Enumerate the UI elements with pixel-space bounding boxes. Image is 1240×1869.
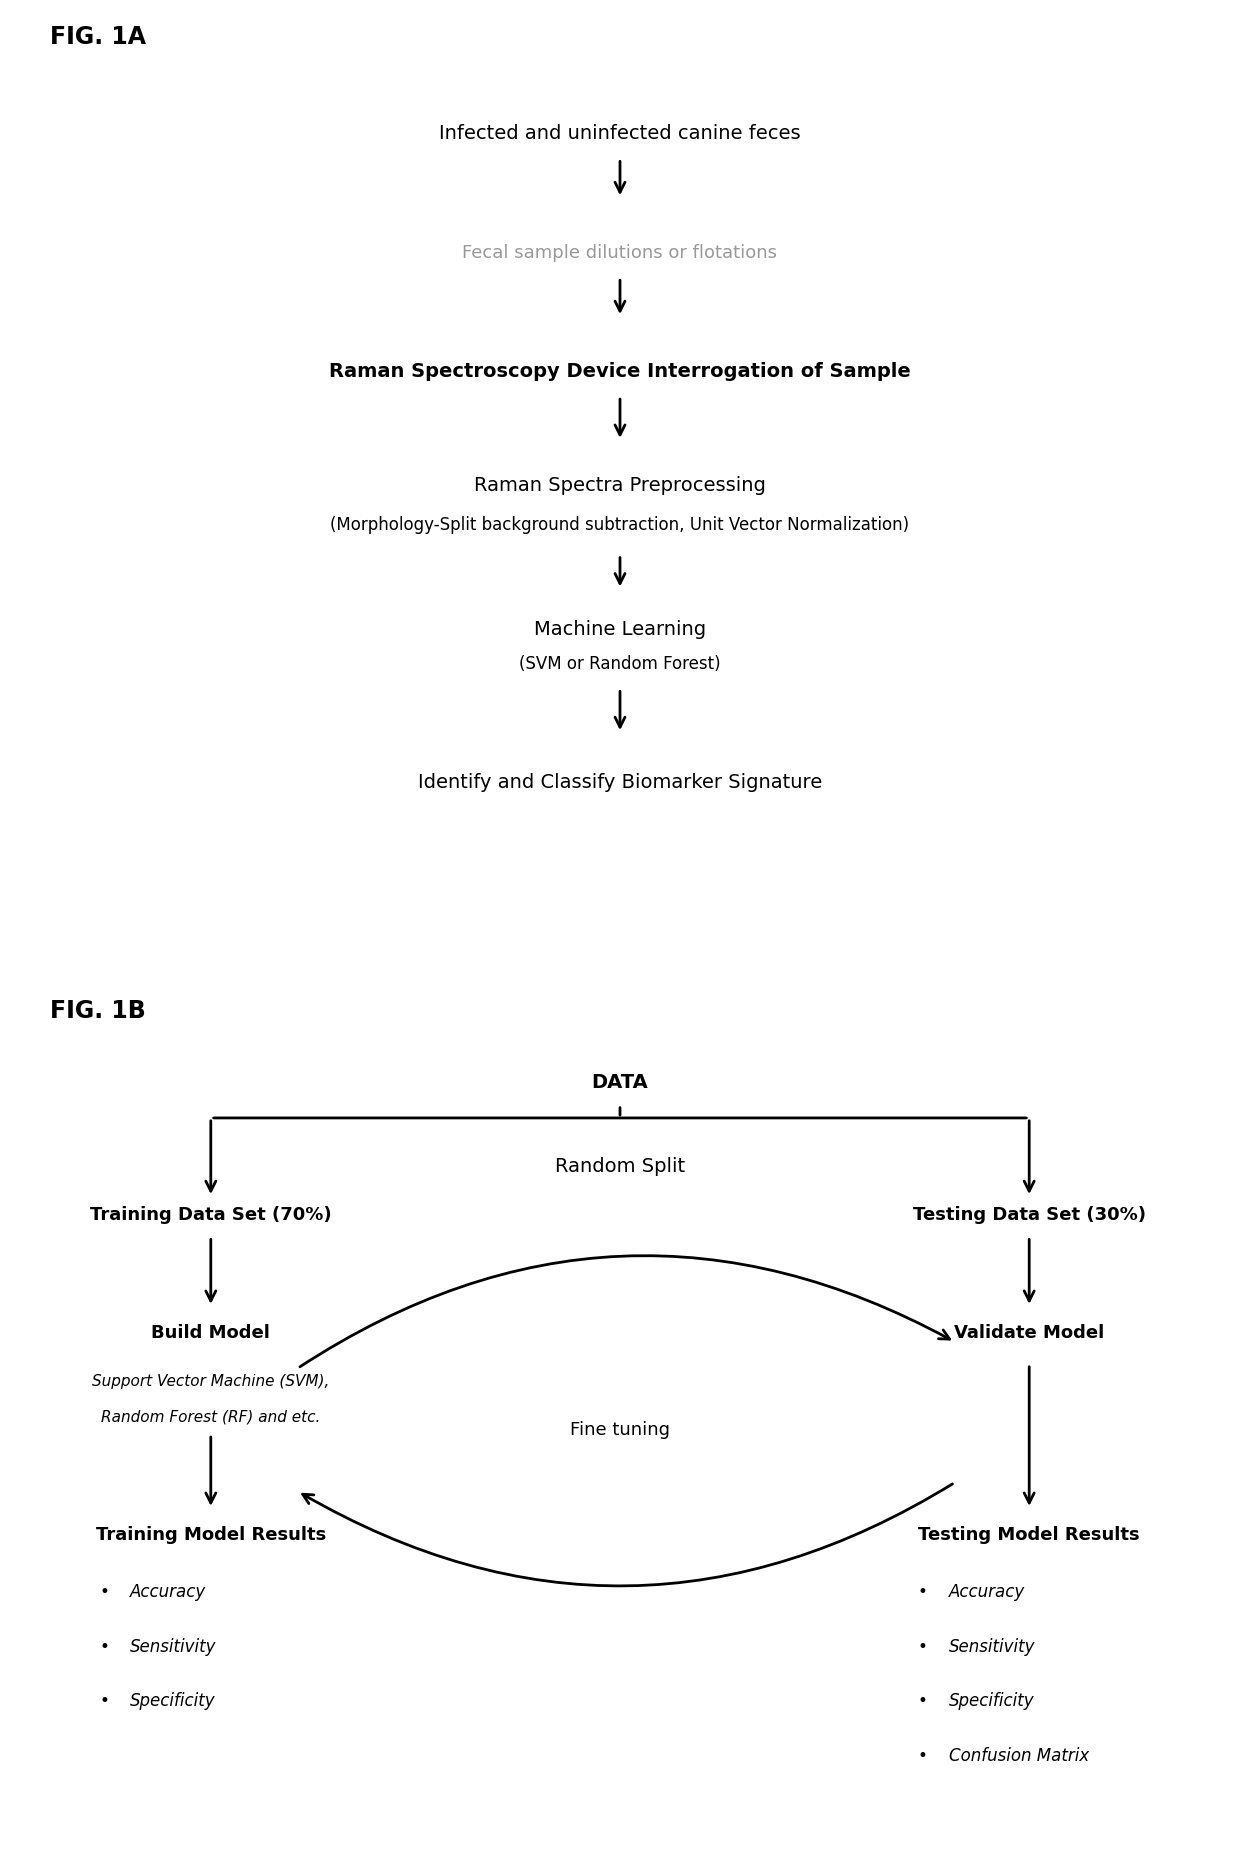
FancyArrowPatch shape xyxy=(300,1256,950,1366)
FancyArrowPatch shape xyxy=(303,1484,952,1587)
Text: Random Split: Random Split xyxy=(556,1157,684,1176)
Text: Validate Model: Validate Model xyxy=(954,1323,1105,1342)
Text: Build Model: Build Model xyxy=(151,1323,270,1342)
Text: DATA: DATA xyxy=(591,1073,649,1091)
Text: Sensitivity: Sensitivity xyxy=(949,1637,1035,1656)
Text: •: • xyxy=(918,1748,928,1764)
Text: Fine tuning: Fine tuning xyxy=(570,1420,670,1439)
Text: Testing Data Set (30%): Testing Data Set (30%) xyxy=(913,1206,1146,1224)
Text: Raman Spectroscopy Device Interrogation of Sample: Raman Spectroscopy Device Interrogation … xyxy=(329,363,911,381)
Text: Confusion Matrix: Confusion Matrix xyxy=(949,1748,1089,1764)
Text: Specificity: Specificity xyxy=(130,1691,216,1710)
Text: (SVM or Random Forest): (SVM or Random Forest) xyxy=(520,654,720,673)
Text: •: • xyxy=(99,1691,109,1710)
Text: •: • xyxy=(99,1637,109,1656)
Text: Testing Model Results: Testing Model Results xyxy=(919,1527,1140,1544)
Text: Machine Learning: Machine Learning xyxy=(534,619,706,639)
Text: FIG. 1B: FIG. 1B xyxy=(50,1000,145,1024)
Text: Sensitivity: Sensitivity xyxy=(130,1637,217,1656)
Text: FIG. 1A: FIG. 1A xyxy=(50,24,145,49)
Text: Training Data Set (70%): Training Data Set (70%) xyxy=(91,1206,331,1224)
Text: Fecal sample dilutions or flotations: Fecal sample dilutions or flotations xyxy=(463,243,777,262)
Text: Infected and uninfected canine feces: Infected and uninfected canine feces xyxy=(439,123,801,144)
Text: Training Model Results: Training Model Results xyxy=(95,1527,326,1544)
Text: •: • xyxy=(918,1583,928,1602)
Text: (Morphology-Split background subtraction, Unit Vector Normalization): (Morphology-Split background subtraction… xyxy=(330,516,910,535)
Text: •: • xyxy=(99,1583,109,1602)
Text: Identify and Classify Biomarker Signature: Identify and Classify Biomarker Signatur… xyxy=(418,774,822,792)
Text: •: • xyxy=(918,1691,928,1710)
Text: Support Vector Machine (SVM),: Support Vector Machine (SVM), xyxy=(92,1374,330,1389)
Text: •: • xyxy=(918,1637,928,1656)
Text: Accuracy: Accuracy xyxy=(949,1583,1024,1602)
Text: Raman Spectra Preprocessing: Raman Spectra Preprocessing xyxy=(474,477,766,495)
Text: Random Forest (RF) and etc.: Random Forest (RF) and etc. xyxy=(102,1409,320,1424)
Text: Specificity: Specificity xyxy=(949,1691,1034,1710)
Text: Accuracy: Accuracy xyxy=(130,1583,206,1602)
